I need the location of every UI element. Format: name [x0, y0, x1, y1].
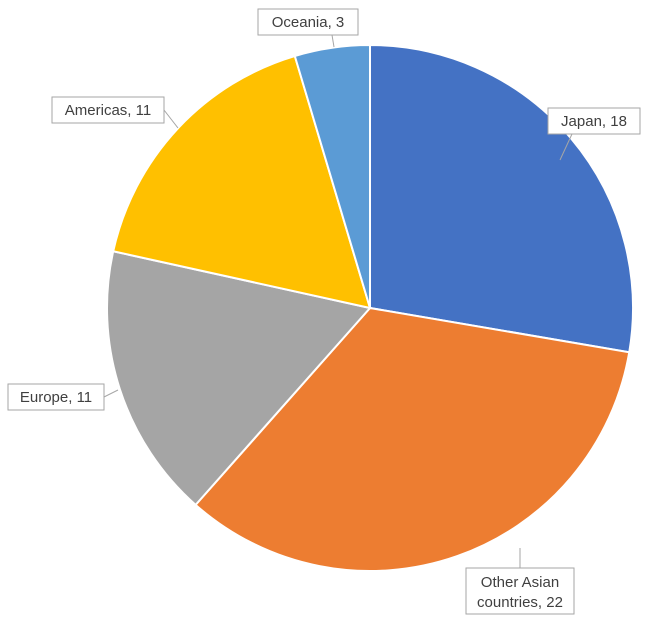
data-label-box-japan	[547, 107, 641, 135]
data-label-japan: Japan, 18	[561, 113, 627, 130]
pie-slice-oceania	[293, 43, 371, 309]
leader-line-japan	[559, 133, 573, 161]
data-label-box-americas	[51, 96, 165, 124]
pie-slice-americas	[112, 54, 372, 310]
data-label-other-asian-countries: Other Asian countries, 22	[477, 574, 563, 611]
pie-slice-europe	[106, 250, 372, 507]
pie-slice-japan	[369, 43, 634, 354]
leader-line-oceania	[331, 34, 335, 48]
pie-slice-other-asian-countries	[194, 306, 631, 572]
data-label-box-europe	[7, 383, 105, 411]
data-label-americas: Americas, 11	[65, 102, 151, 119]
data-label-oceania: Oceania, 3	[272, 14, 345, 31]
data-label-box-oceania	[257, 8, 359, 36]
leader-line-europe	[103, 389, 119, 398]
data-label-europe: Europe, 11	[20, 389, 92, 406]
leader-line-americas	[163, 109, 179, 129]
data-label-box-other-asian-countries	[465, 567, 575, 615]
